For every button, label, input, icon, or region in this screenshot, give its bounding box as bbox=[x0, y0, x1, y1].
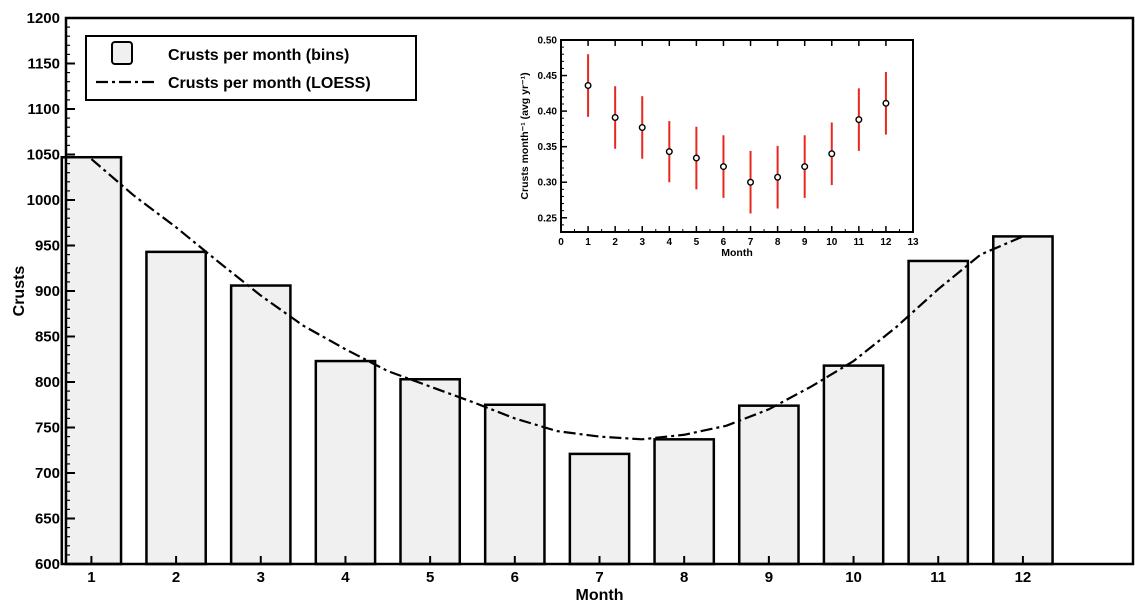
inset-x-tick-label: 1 bbox=[585, 237, 591, 248]
legend-box bbox=[85, 35, 417, 101]
y-tick-label: 900 bbox=[35, 283, 60, 300]
main-chart: 6006507007508008509009501000105011001150… bbox=[11, 10, 1135, 604]
inset-point-5 bbox=[692, 154, 700, 162]
inset-x-tick-label: 7 bbox=[748, 237, 754, 248]
inset-y-tick-label: 0.35 bbox=[538, 142, 558, 153]
y-tick-label: 650 bbox=[35, 511, 60, 528]
inset-x-tick-label: 4 bbox=[667, 237, 673, 248]
inset-x-tick-label: 11 bbox=[854, 237, 865, 248]
y-tick-label: 950 bbox=[35, 238, 60, 255]
bar-month-1 bbox=[60, 155, 123, 566]
inset-point-11 bbox=[855, 116, 863, 124]
y-tick-label: 1200 bbox=[27, 10, 60, 27]
y-tick-label: 750 bbox=[35, 420, 60, 437]
bar-month-8 bbox=[653, 438, 716, 566]
x-tick-label: 6 bbox=[511, 569, 519, 586]
loess-line bbox=[90, 158, 1024, 441]
x-tick-label: 2 bbox=[172, 569, 180, 586]
inset-x-tick-label: 5 bbox=[694, 237, 700, 248]
x-tick-label: 5 bbox=[426, 569, 434, 586]
bar-month-3 bbox=[229, 284, 292, 566]
inset-y-tick-label: 0.50 bbox=[538, 36, 558, 47]
y-tick-label: 1050 bbox=[27, 147, 60, 164]
inset-x-tick-label: 12 bbox=[880, 237, 892, 248]
legend-bar-swatch bbox=[111, 41, 133, 65]
legend: Crusts per month (bins) Crusts per month … bbox=[85, 35, 417, 101]
bar-month-12 bbox=[992, 235, 1054, 566]
inset-y-tick-label: 0.30 bbox=[538, 178, 558, 189]
y-tick-label: 600 bbox=[35, 556, 60, 573]
inset-point-2 bbox=[611, 114, 619, 122]
x-axis-label: Month bbox=[576, 587, 624, 602]
x-tick-label: 7 bbox=[595, 569, 603, 586]
inset-point-7 bbox=[747, 178, 755, 186]
inset-x-tick-label: 13 bbox=[907, 237, 919, 248]
inset-x-axis-label: Month bbox=[721, 247, 753, 259]
y-tick-label: 800 bbox=[35, 374, 60, 391]
inset-y-axis-label: Crusts month⁻¹ (avg yr⁻¹) bbox=[519, 72, 531, 199]
bar-month-5 bbox=[399, 378, 462, 566]
inset-x-tick-label: 8 bbox=[775, 237, 781, 248]
inset-x-tick-label: 2 bbox=[612, 237, 618, 248]
y-tick-label: 1100 bbox=[27, 101, 60, 118]
inset-point-1 bbox=[584, 82, 592, 90]
x-tick-label: 12 bbox=[1015, 569, 1032, 586]
y-tick-label: 700 bbox=[35, 465, 60, 482]
bar-month-7 bbox=[568, 452, 631, 566]
x-tick-label: 3 bbox=[257, 569, 265, 586]
y-tick-label: 1150 bbox=[27, 56, 60, 73]
inset-y-tick-label: 0.40 bbox=[538, 107, 558, 118]
bar-month-4 bbox=[314, 359, 377, 566]
inset-point-4 bbox=[665, 148, 673, 156]
x-tick-label: 10 bbox=[845, 569, 862, 586]
inset-x-tick-label: 3 bbox=[639, 237, 645, 248]
inset-point-12 bbox=[882, 99, 890, 107]
x-tick-label: 11 bbox=[930, 569, 946, 586]
y-tick-label: 1000 bbox=[27, 192, 60, 209]
inset-point-9 bbox=[801, 163, 809, 171]
inset-point-10 bbox=[828, 150, 836, 158]
x-tick-label: 1 bbox=[87, 569, 95, 586]
inset-x-tick-label: 10 bbox=[826, 237, 838, 248]
y-tick-label: 850 bbox=[35, 329, 60, 346]
x-tick-label: 9 bbox=[765, 569, 773, 586]
inset-x-tick-label: 0 bbox=[558, 237, 564, 248]
x-tick-label: 4 bbox=[341, 569, 350, 586]
bar-month-10 bbox=[822, 364, 885, 566]
y-axis-label: Crusts bbox=[11, 266, 28, 317]
bar-month-11 bbox=[907, 259, 970, 566]
inset-point-6 bbox=[719, 163, 727, 171]
bar-month-9 bbox=[737, 404, 800, 566]
inset-plot-frame bbox=[560, 39, 914, 233]
legend-label-bins: Crusts per month (bins) bbox=[168, 47, 349, 64]
inset-point-8 bbox=[774, 173, 782, 181]
legend-label-loess: Crusts per month (LOESS) bbox=[168, 75, 371, 92]
inset-x-tick-label: 9 bbox=[802, 237, 808, 248]
x-tick-label: 8 bbox=[680, 569, 688, 586]
bar-month-2 bbox=[145, 250, 207, 566]
bar-month-6 bbox=[483, 403, 546, 566]
inset-chart: 0.250.300.350.400.450.500 1 2 3 4 5 6 7 8 9 10 11 12… bbox=[519, 36, 919, 260]
inset-point-3 bbox=[638, 123, 646, 131]
inset-y-tick-label: 0.25 bbox=[538, 213, 558, 224]
inset-x-tick-label: 6 bbox=[721, 237, 727, 248]
inset-y-tick-label: 0.45 bbox=[538, 71, 558, 82]
